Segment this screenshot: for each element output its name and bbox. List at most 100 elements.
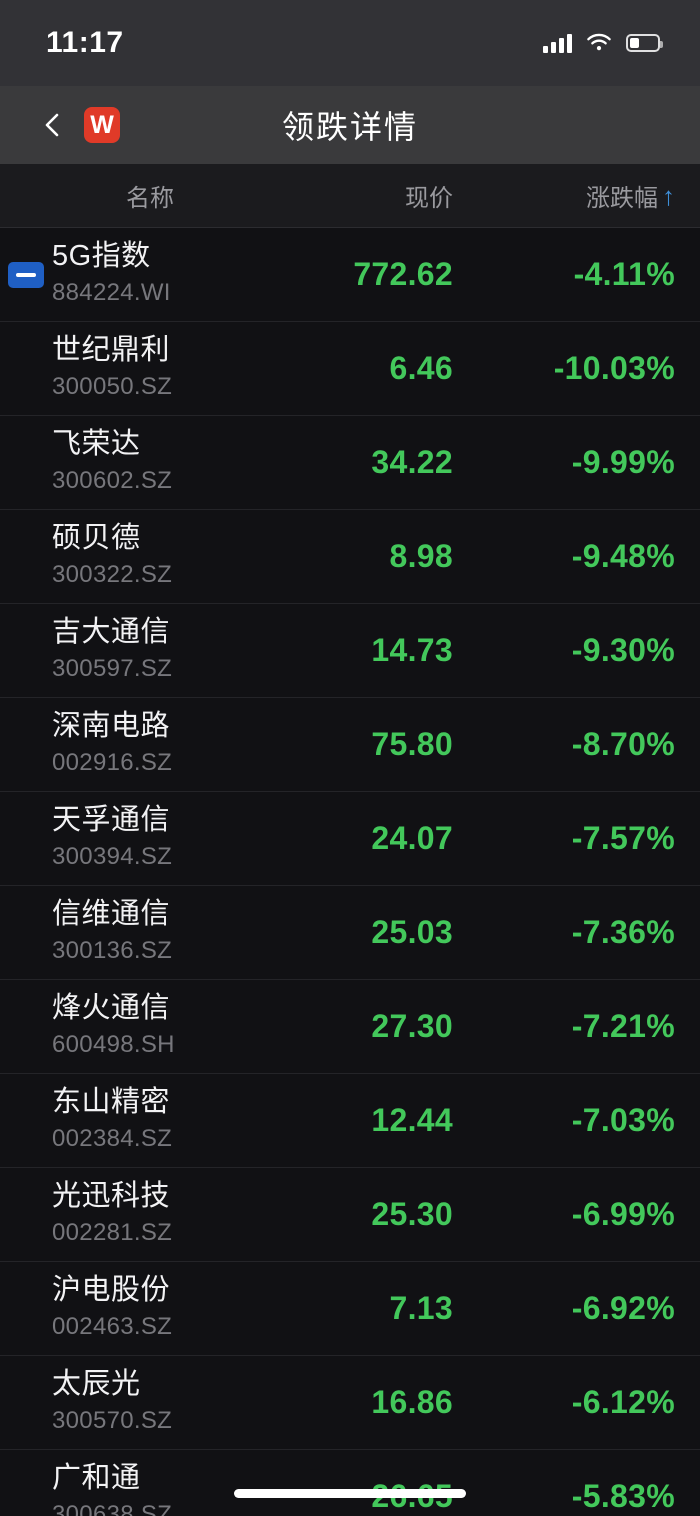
column-header-price[interactable]: 现价 (405, 185, 453, 212)
stock-change-percent: -7.03% (571, 1102, 675, 1138)
stock-change-percent: -7.36% (571, 914, 675, 950)
status-bar-indicators (543, 33, 663, 53)
stock-price: 25.30 (371, 1196, 453, 1232)
stock-list[interactable]: 5G指数 884224.WI 772.62 -4.11% 世纪鼎利 300050.SZ 6.… (0, 228, 700, 1516)
stock-code: 002281.SZ (52, 1218, 173, 1246)
cell-name: 硕贝德 300322.SZ (0, 523, 300, 590)
table-row[interactable]: 飞荣达 300602.SZ 34.22 -9.99% (0, 416, 700, 510)
stock-code: 300136.SZ (52, 936, 173, 964)
status-bar: 11:17 (0, 0, 700, 86)
stock-change-percent: -10.03% (553, 350, 675, 386)
stock-code: 300602.SZ (52, 466, 173, 494)
stock-name: 吉大通信 (52, 616, 171, 649)
stock-name: 信维通信 (52, 898, 171, 931)
stock-price: 25.03 (371, 914, 453, 950)
column-header-change-label: 涨跌幅 (586, 185, 658, 212)
cell-name: 光迅科技 002281.SZ (0, 1181, 300, 1248)
stock-change-percent: -9.99% (571, 444, 675, 480)
stock-price: 14.73 (371, 632, 453, 668)
table-row[interactable]: 天孚通信 300394.SZ 24.07 -7.57% (0, 792, 700, 886)
stock-code: 300394.SZ (52, 842, 173, 870)
stock-change-percent: -7.21% (571, 1008, 675, 1044)
home-indicator (234, 1489, 466, 1498)
sort-ascending-arrow-icon: ↑ (662, 180, 675, 211)
stock-change-percent: -6.12% (571, 1384, 675, 1420)
navigation-bar: W 领跌详情 (0, 86, 700, 164)
stock-change-percent: -5.83% (571, 1478, 675, 1514)
stock-price: 8.98 (389, 538, 453, 574)
table-row[interactable]: 沪电股份 002463.SZ 7.13 -6.92% (0, 1262, 700, 1356)
stock-code: 300322.SZ (52, 560, 173, 588)
table-row[interactable]: 东山精密 002384.SZ 12.44 -7.03% (0, 1074, 700, 1168)
app-logo-icon[interactable]: W (84, 107, 120, 143)
cell-name: 吉大通信 300597.SZ (0, 617, 300, 684)
table-row[interactable]: 烽火通信 600498.SH 27.30 -7.21% (0, 980, 700, 1074)
stock-name: 广和通 (52, 1462, 141, 1495)
cell-name: 5G指数 884224.WI (0, 241, 300, 308)
back-chevron-icon[interactable] (36, 108, 70, 142)
table-row[interactable]: 世纪鼎利 300050.SZ 6.46 -10.03% (0, 322, 700, 416)
stock-change-percent: -7.57% (571, 820, 675, 856)
minus-square-icon[interactable] (8, 261, 44, 288)
stock-name: 世纪鼎利 (52, 334, 171, 367)
cell-name: 太辰光 300570.SZ (0, 1369, 300, 1436)
stock-name: 东山精密 (52, 1086, 171, 1119)
table-row[interactable]: 硕贝德 300322.SZ 8.98 -9.48% (0, 510, 700, 604)
stock-code: 002384.SZ (52, 1124, 173, 1152)
stock-change-percent: -8.70% (571, 726, 675, 762)
stock-change-percent: -9.48% (571, 538, 675, 574)
cell-name: 信维通信 300136.SZ (0, 899, 300, 966)
table-row[interactable]: 光迅科技 002281.SZ 25.30 -6.99% (0, 1168, 700, 1262)
stock-name: 飞荣达 (52, 428, 141, 461)
stock-change-percent: -9.30% (571, 632, 675, 668)
stock-price: 6.46 (389, 350, 453, 386)
battery-icon (626, 34, 663, 52)
stock-name: 深南电路 (52, 710, 171, 743)
column-header-name[interactable]: 名称 (126, 185, 174, 212)
stock-code: 300570.SZ (52, 1406, 173, 1434)
stock-price: 27.30 (371, 1008, 453, 1044)
table-row[interactable]: 吉大通信 300597.SZ 14.73 -9.30% (0, 604, 700, 698)
stock-name: 硕贝德 (52, 522, 141, 555)
table-row[interactable]: 深南电路 002916.SZ 75.80 -8.70% (0, 698, 700, 792)
table-row[interactable]: 5G指数 884224.WI 772.62 -4.11% (0, 228, 700, 322)
stock-price: 7.13 (389, 1290, 453, 1326)
column-header-change[interactable]: 涨跌幅 ↑ (475, 178, 700, 213)
cell-name: 沪电股份 002463.SZ (0, 1275, 300, 1342)
stock-price: 12.44 (371, 1102, 453, 1138)
stock-change-percent: -6.92% (571, 1290, 675, 1326)
stock-code: 300597.SZ (52, 654, 173, 682)
cell-name: 飞荣达 300602.SZ (0, 429, 300, 496)
stock-change-percent: -6.99% (571, 1196, 675, 1232)
stock-price: 34.22 (371, 444, 453, 480)
stock-code: 002916.SZ (52, 748, 173, 776)
cell-name: 广和通 300638.SZ (0, 1463, 300, 1516)
wifi-icon (587, 33, 611, 51)
stock-price: 772.62 (353, 256, 453, 292)
stock-change-percent: -4.11% (573, 256, 675, 292)
stock-code: 600498.SH (52, 1030, 175, 1058)
table-row[interactable]: 太辰光 300570.SZ 16.86 -6.12% (0, 1356, 700, 1450)
stock-name: 5G指数 (52, 240, 151, 273)
stock-name: 天孚通信 (52, 804, 171, 837)
stock-name: 沪电股份 (52, 1274, 171, 1307)
table-column-header: 名称 现价 涨跌幅 ↑ (0, 164, 700, 228)
cell-name: 烽火通信 600498.SH (0, 993, 300, 1060)
stock-name: 光迅科技 (52, 1180, 171, 1213)
cell-name: 东山精密 002384.SZ (0, 1087, 300, 1154)
status-bar-clock: 11:17 (46, 26, 124, 59)
stock-code: 300050.SZ (52, 372, 173, 400)
stock-name: 烽火通信 (52, 992, 171, 1025)
stock-name: 太辰光 (52, 1368, 141, 1401)
table-row[interactable]: 信维通信 300136.SZ 25.03 -7.36% (0, 886, 700, 980)
cell-name: 深南电路 002916.SZ (0, 711, 300, 778)
stock-price: 75.80 (371, 726, 453, 762)
stock-price: 16.86 (371, 1384, 453, 1420)
stock-price: 24.07 (371, 820, 453, 856)
cell-name: 世纪鼎利 300050.SZ (0, 335, 300, 402)
cellular-signal-icon (543, 33, 572, 53)
stock-code: 002463.SZ (52, 1312, 173, 1340)
stock-code: 884224.WI (52, 278, 171, 306)
cell-name: 天孚通信 300394.SZ (0, 805, 300, 872)
